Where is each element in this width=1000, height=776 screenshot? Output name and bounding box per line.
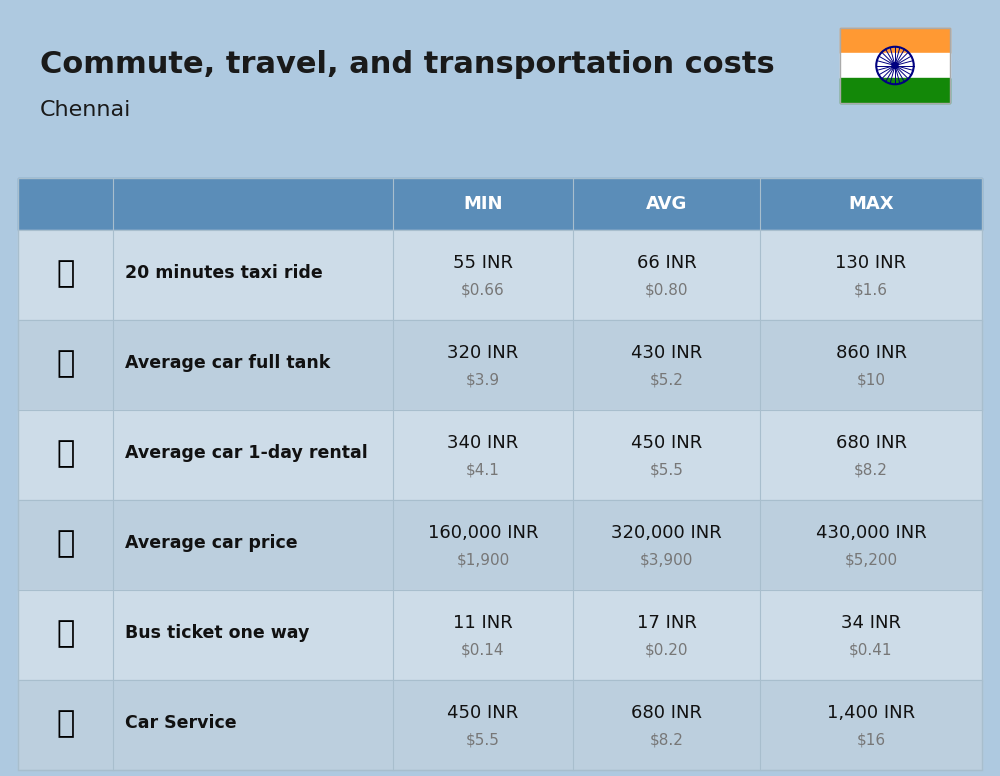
Text: 66 INR: 66 INR bbox=[637, 255, 696, 272]
Text: ⛽: ⛽ bbox=[56, 348, 75, 378]
Text: $0.66: $0.66 bbox=[461, 282, 505, 298]
Text: $1,900: $1,900 bbox=[456, 553, 510, 568]
Text: Average car 1-day rental: Average car 1-day rental bbox=[125, 444, 368, 462]
Text: $3.9: $3.9 bbox=[466, 372, 500, 388]
Bar bbox=[113, 410, 393, 500]
Text: 17 INR: 17 INR bbox=[637, 615, 696, 632]
Bar bbox=[113, 590, 393, 680]
Bar bbox=[113, 320, 393, 410]
Text: 20 minutes taxi ride: 20 minutes taxi ride bbox=[125, 264, 323, 282]
Text: 430,000 INR: 430,000 INR bbox=[816, 525, 926, 542]
Bar bbox=[760, 230, 982, 320]
Text: 55 INR: 55 INR bbox=[453, 255, 513, 272]
Bar bbox=[393, 680, 573, 770]
Text: Average car full tank: Average car full tank bbox=[125, 354, 330, 372]
Bar bbox=[18, 178, 982, 770]
Bar bbox=[573, 320, 760, 410]
Bar bbox=[760, 410, 982, 500]
Text: Car Service: Car Service bbox=[125, 714, 237, 733]
Bar bbox=[840, 28, 950, 53]
Bar bbox=[840, 53, 950, 78]
Text: 🚌: 🚌 bbox=[56, 618, 75, 648]
Bar bbox=[760, 500, 982, 590]
Bar bbox=[573, 680, 760, 770]
Bar bbox=[840, 78, 950, 103]
Bar bbox=[840, 28, 950, 103]
Bar bbox=[113, 680, 393, 770]
Bar bbox=[18, 680, 113, 770]
Text: 340 INR: 340 INR bbox=[447, 435, 519, 452]
Text: 🔧: 🔧 bbox=[56, 708, 75, 738]
Bar bbox=[113, 178, 393, 230]
Text: $10: $10 bbox=[856, 372, 886, 388]
Bar bbox=[393, 230, 573, 320]
Text: 450 INR: 450 INR bbox=[631, 435, 702, 452]
Text: $5.5: $5.5 bbox=[650, 462, 683, 478]
Text: MIN: MIN bbox=[463, 195, 503, 213]
Bar bbox=[393, 590, 573, 680]
Bar bbox=[760, 680, 982, 770]
Bar bbox=[573, 500, 760, 590]
Bar bbox=[573, 590, 760, 680]
Text: 11 INR: 11 INR bbox=[453, 615, 513, 632]
Bar bbox=[18, 230, 113, 320]
Bar bbox=[573, 178, 760, 230]
Bar bbox=[760, 178, 982, 230]
Text: Commute, travel, and transportation costs: Commute, travel, and transportation cost… bbox=[40, 50, 775, 79]
Text: 🚗: 🚗 bbox=[56, 528, 75, 558]
Text: $8.2: $8.2 bbox=[854, 462, 888, 478]
Text: $0.14: $0.14 bbox=[461, 643, 505, 658]
Bar bbox=[18, 590, 113, 680]
Bar bbox=[18, 500, 113, 590]
Text: 🚕: 🚕 bbox=[56, 258, 75, 288]
Text: $4.1: $4.1 bbox=[466, 462, 500, 478]
Bar bbox=[393, 320, 573, 410]
Text: $0.41: $0.41 bbox=[849, 643, 893, 658]
Bar bbox=[393, 178, 573, 230]
Text: 320 INR: 320 INR bbox=[447, 345, 519, 362]
Bar bbox=[393, 500, 573, 590]
Bar bbox=[18, 178, 113, 230]
Text: Bus ticket one way: Bus ticket one way bbox=[125, 624, 309, 643]
Circle shape bbox=[892, 63, 898, 68]
Text: 430 INR: 430 INR bbox=[631, 345, 702, 362]
Text: 320,000 INR: 320,000 INR bbox=[611, 525, 722, 542]
Text: 🚙: 🚙 bbox=[56, 438, 75, 468]
Bar bbox=[573, 230, 760, 320]
Text: $0.20: $0.20 bbox=[645, 643, 688, 658]
Text: 680 INR: 680 INR bbox=[631, 705, 702, 722]
Text: 450 INR: 450 INR bbox=[447, 705, 519, 722]
Bar bbox=[18, 410, 113, 500]
Text: 1,400 INR: 1,400 INR bbox=[827, 705, 915, 722]
Text: $16: $16 bbox=[856, 733, 886, 748]
Bar bbox=[393, 410, 573, 500]
Bar bbox=[113, 230, 393, 320]
Text: $5,200: $5,200 bbox=[844, 553, 898, 568]
Text: 860 INR: 860 INR bbox=[836, 345, 906, 362]
Text: $1.6: $1.6 bbox=[854, 282, 888, 298]
Bar bbox=[573, 410, 760, 500]
Bar bbox=[760, 590, 982, 680]
Bar bbox=[113, 500, 393, 590]
Text: $5.5: $5.5 bbox=[466, 733, 500, 748]
Text: $5.2: $5.2 bbox=[650, 372, 683, 388]
Text: $3,900: $3,900 bbox=[640, 553, 693, 568]
Bar bbox=[760, 320, 982, 410]
Text: Average car price: Average car price bbox=[125, 534, 298, 553]
Text: 160,000 INR: 160,000 INR bbox=[428, 525, 538, 542]
Text: 34 INR: 34 INR bbox=[841, 615, 901, 632]
Bar bbox=[18, 320, 113, 410]
Text: Chennai: Chennai bbox=[40, 100, 131, 120]
Text: AVG: AVG bbox=[646, 195, 687, 213]
Text: 130 INR: 130 INR bbox=[835, 255, 907, 272]
Text: 680 INR: 680 INR bbox=[836, 435, 906, 452]
Text: MAX: MAX bbox=[848, 195, 894, 213]
Text: $0.80: $0.80 bbox=[645, 282, 688, 298]
Text: $8.2: $8.2 bbox=[650, 733, 683, 748]
